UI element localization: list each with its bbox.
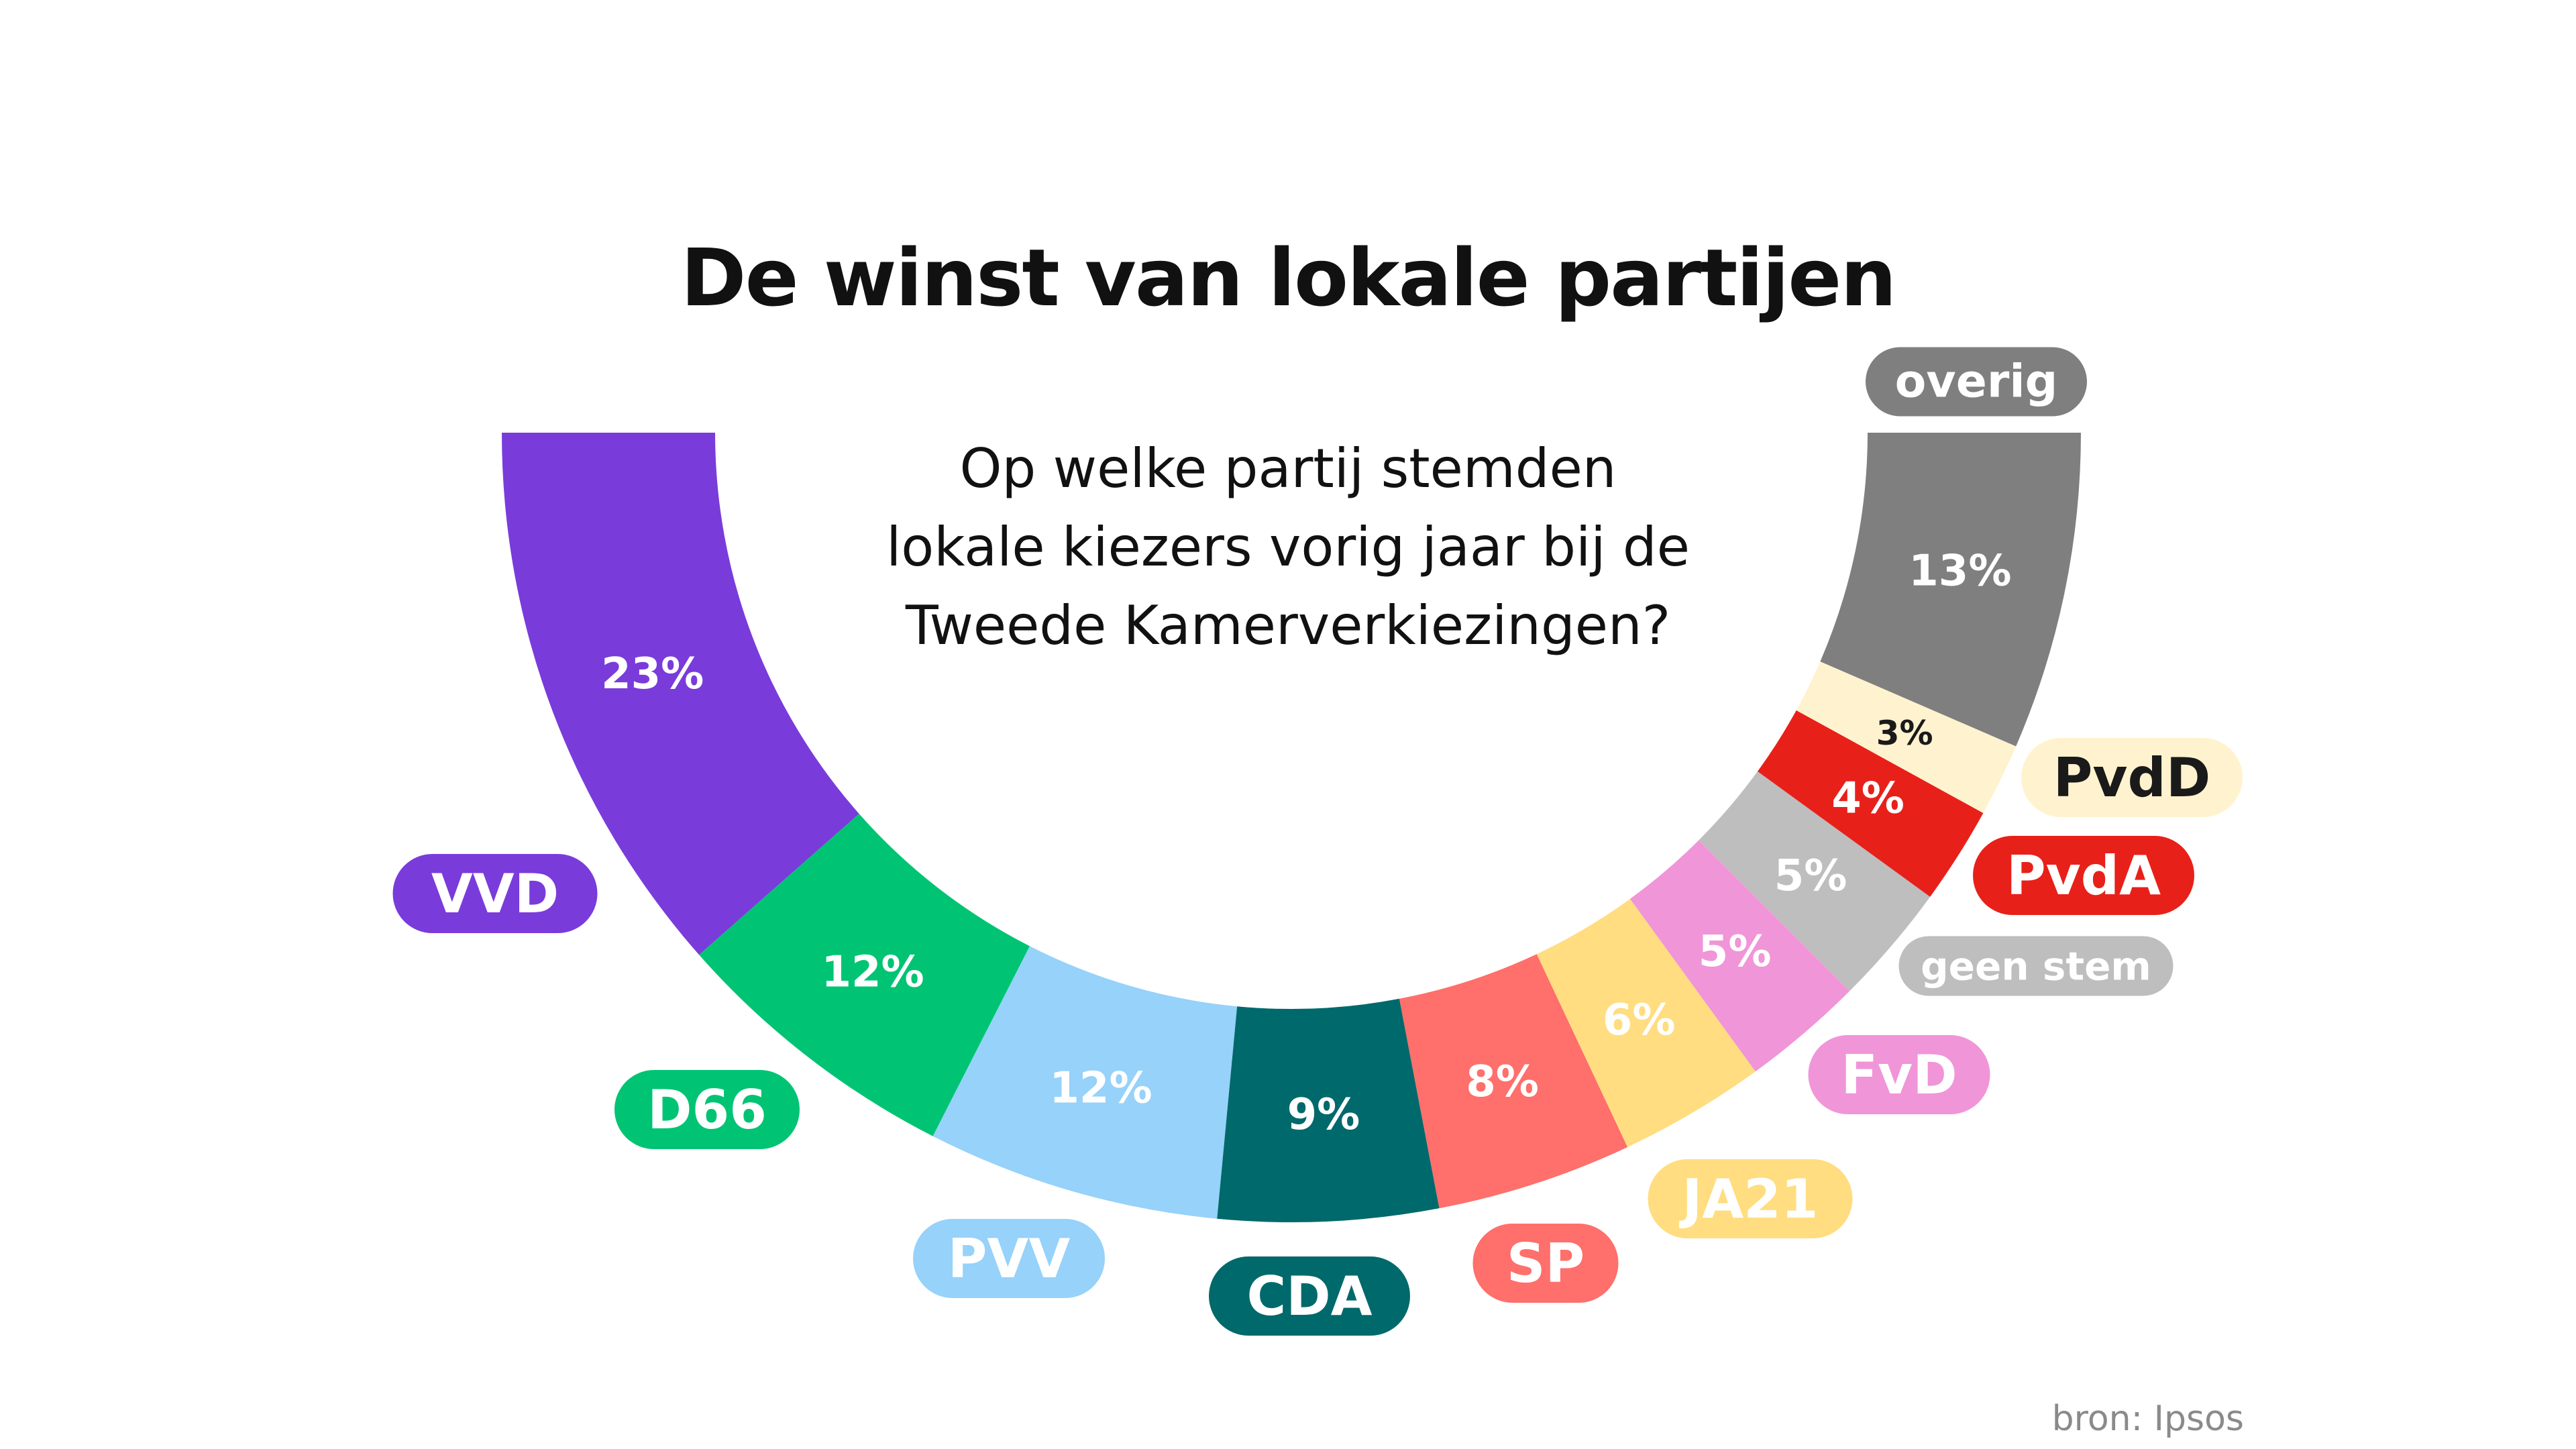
slice-pvv [932,946,1238,1219]
value-label: 9% [1287,1090,1360,1140]
source-note: bron: Ipsos [2051,1399,2244,1439]
value-label: 12% [821,947,924,997]
slice-d66 [699,814,1030,1136]
party-label-d66: D66 [614,1070,800,1149]
subtitle-line: lokale kiezers vorig jaar bij de [886,516,1690,578]
value-label: 5% [1699,927,1772,977]
value-label: 13% [1909,546,2011,596]
party-label-ja21: JA21 [1648,1159,1853,1238]
slice-ja21 [1536,898,1756,1147]
slice-vvd [502,433,859,955]
value-label: 3% [1876,714,1933,753]
value-label: 6% [1603,996,1676,1045]
party-label-geen-stem: geen stem [1898,936,2174,996]
chart-subtitle: Op welke partij stemden lokale kiezers v… [818,429,1758,665]
party-label-fvd: FvD [1808,1035,1990,1114]
slice-fvd [1629,840,1850,1072]
party-label-pvda: PvdA [1973,836,2194,915]
value-label: 4% [1831,773,1904,823]
slice-sp [1399,954,1628,1209]
slice-pvda [1757,710,1984,897]
value-label: 23% [601,649,704,699]
party-label-cda: CDA [1209,1256,1410,1336]
slice-overig [1820,433,2081,747]
party-label-vvd: VVD [392,854,598,933]
subtitle-line: Tweede Kamerverkiezingen? [905,594,1671,657]
slice-pvdd [1796,661,2017,814]
party-label-overig: overig [1866,347,2087,417]
value-label: 8% [1466,1057,1539,1107]
value-label: 5% [1774,851,1847,901]
party-label-sp: SP [1472,1224,1619,1303]
party-label-pvv: PVV [913,1219,1105,1298]
party-label-pvdd: PvdD [2021,738,2243,817]
slice-cda [1217,998,1440,1222]
chart-title: De winst van lokale partijen [680,231,1897,324]
subtitle-line: Op welke partij stemden [959,437,1617,500]
value-label: 12% [1049,1064,1152,1114]
slice-geen-stem [1699,771,1931,991]
